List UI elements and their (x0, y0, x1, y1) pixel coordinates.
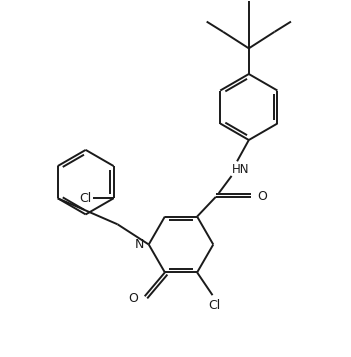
Text: Cl: Cl (208, 299, 220, 312)
Text: O: O (257, 190, 267, 203)
Text: Cl: Cl (79, 192, 92, 205)
Text: O: O (128, 292, 138, 305)
Text: HN: HN (232, 163, 250, 176)
Text: N: N (135, 238, 144, 251)
